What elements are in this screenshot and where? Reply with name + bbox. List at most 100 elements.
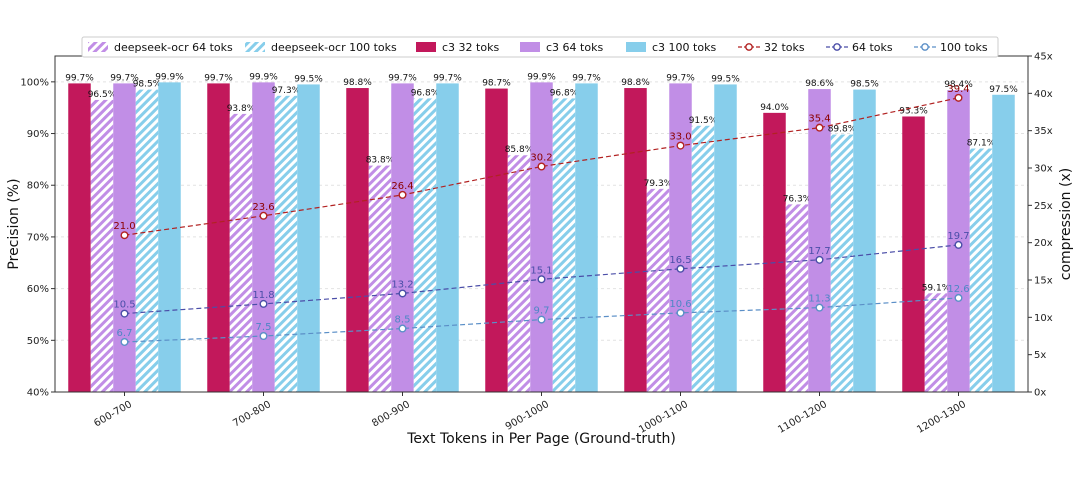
x-tick-label: 1100-1200 xyxy=(776,399,829,436)
bar-value-label: 59.1% xyxy=(922,283,951,293)
bar xyxy=(229,113,253,392)
y-tick-label: 70% xyxy=(27,232,49,243)
y-tick-label: 40% xyxy=(27,388,49,399)
point-value-label: 33.0 xyxy=(669,132,691,143)
legend-label: c3 64 toks xyxy=(546,41,603,54)
bar xyxy=(530,82,553,393)
legend-swatch xyxy=(245,42,265,52)
series-point xyxy=(815,255,824,264)
bar-value-label: 98.5% xyxy=(850,80,879,90)
bar-value-label: 98.8% xyxy=(343,78,372,88)
series-point xyxy=(120,337,129,346)
bar-value-label: 98.8% xyxy=(621,78,650,88)
y2-tick-label: 45x xyxy=(1034,52,1053,63)
x-tick-label: 600-700 xyxy=(92,399,134,429)
bar xyxy=(158,82,181,393)
bar xyxy=(252,82,275,393)
bar-value-label: 99.7% xyxy=(572,73,601,83)
legend-swatch-marker xyxy=(745,43,753,51)
point-value-label: 19.7 xyxy=(947,231,969,242)
x-tick-label: 1200-1300 xyxy=(915,399,968,436)
series-point xyxy=(398,190,407,199)
y-tick-label: 90% xyxy=(27,129,49,140)
x-tick-label: 800-900 xyxy=(370,399,412,429)
y-tick-label: 50% xyxy=(27,336,49,347)
x-tick-label: 900-1000 xyxy=(504,399,551,433)
point-value-label: 17.7 xyxy=(808,246,830,257)
bar xyxy=(297,84,320,392)
bar xyxy=(346,88,369,393)
legend-label: c3 32 toks xyxy=(442,41,499,54)
point-value-label: 16.5 xyxy=(669,255,691,266)
point-value-label: 11.3 xyxy=(808,294,830,305)
bar xyxy=(552,98,576,392)
bar-value-label: 99.9% xyxy=(527,72,556,82)
bar-value-label: 99.5% xyxy=(711,74,740,84)
bar-value-label: 96.8% xyxy=(550,88,579,98)
series-point xyxy=(259,332,268,341)
bar xyxy=(135,89,159,392)
bar-value-label: 99.7% xyxy=(666,73,695,83)
bar xyxy=(808,89,831,393)
point-value-label: 21.0 xyxy=(113,221,135,232)
bar xyxy=(207,83,230,393)
series-point xyxy=(815,123,824,132)
bar-value-label: 93.3% xyxy=(899,106,928,116)
bar-value-label: 98.6% xyxy=(805,79,834,89)
bar-value-label: 89.8% xyxy=(828,125,857,135)
series-point xyxy=(676,264,685,273)
bar xyxy=(485,88,508,392)
bar xyxy=(391,83,414,393)
x-tick-label: 700-800 xyxy=(231,399,273,429)
series-point xyxy=(398,289,407,298)
bar xyxy=(853,89,876,392)
x-axis-title: Text Tokens in Per Page (Ground-truth) xyxy=(406,431,676,447)
bar xyxy=(575,83,598,393)
series-point xyxy=(954,93,963,102)
bar-value-label: 98.5% xyxy=(133,80,162,90)
bar-value-label: 94.0% xyxy=(760,103,789,113)
legend-label: 100 toks xyxy=(940,41,988,54)
bar xyxy=(274,95,298,393)
legend-label: deepseek-ocr 100 toks xyxy=(271,41,397,54)
y2-tick-label: 5x xyxy=(1034,350,1046,361)
bar-value-label: 76.3% xyxy=(783,194,812,204)
series-point xyxy=(954,293,963,302)
bar-value-label: 93.8% xyxy=(227,104,256,114)
point-value-label: 8.5 xyxy=(395,315,411,326)
legend-label: c3 100 toks xyxy=(652,41,716,54)
series-point xyxy=(537,315,546,324)
y2-tick-label: 30x xyxy=(1034,164,1053,175)
lines: 21.0 23.6 26.4 30.2 33.0 35.4 39.4 10.5 11.8 13.2… xyxy=(113,84,970,346)
y2-axis-title: compression (x) xyxy=(1058,168,1074,280)
legend-swatch xyxy=(626,42,646,52)
series-point xyxy=(120,309,129,318)
y-axis-title: Precision (%) xyxy=(6,178,22,269)
y-tick-label: 100% xyxy=(20,77,49,88)
series-point xyxy=(815,303,824,312)
legend-swatch xyxy=(88,42,108,52)
point-value-label: 30.2 xyxy=(530,153,552,164)
point-value-label: 13.2 xyxy=(391,279,413,290)
bar xyxy=(646,188,670,392)
bar-value-label: 87.1% xyxy=(967,139,996,149)
y2-tick-label: 25x xyxy=(1034,201,1053,212)
series-point xyxy=(676,308,685,317)
point-value-label: 10.6 xyxy=(669,299,691,310)
series-point xyxy=(676,141,685,150)
bar-value-label: 97.3% xyxy=(272,86,301,96)
bar xyxy=(992,94,1015,393)
series-point xyxy=(259,299,268,308)
series-point xyxy=(537,275,546,284)
series-point xyxy=(120,231,129,240)
y-tick-label: 60% xyxy=(27,284,49,295)
series-point xyxy=(398,324,407,333)
bar xyxy=(90,99,114,392)
bar xyxy=(669,83,692,393)
bar-value-label: 98.4% xyxy=(944,80,973,90)
bar xyxy=(714,84,737,392)
bar-value-label: 99.5% xyxy=(294,74,323,84)
point-value-label: 23.6 xyxy=(252,202,274,213)
point-value-label: 7.5 xyxy=(256,322,272,333)
